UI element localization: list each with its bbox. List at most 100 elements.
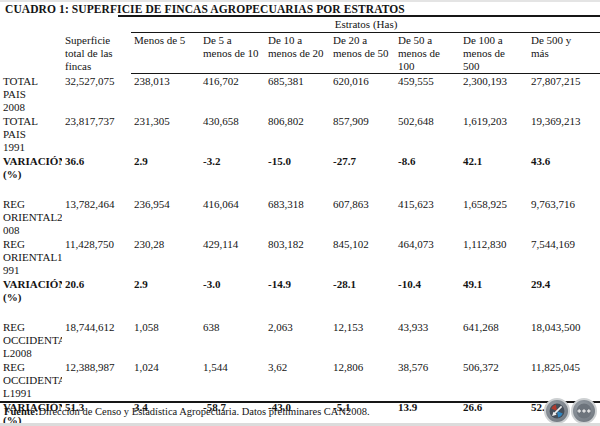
cell-value: 429,114 bbox=[200, 237, 265, 277]
cell-value: 416,702 bbox=[200, 74, 265, 114]
cell-value: 1,658,925 bbox=[460, 197, 528, 237]
cell-value: 683,318 bbox=[265, 197, 330, 237]
corner-cell bbox=[0, 33, 62, 74]
cell-value: 1,544 bbox=[200, 360, 265, 400]
column-header: De 50 a menos de 100 bbox=[395, 33, 460, 74]
cell-value: 42.1 bbox=[460, 154, 528, 181]
cell-value: 49.1 bbox=[460, 277, 528, 304]
cell-value: 12,153 bbox=[330, 320, 395, 360]
cell-value: -8.6 bbox=[395, 154, 460, 181]
column-header: De 10 a menos de 20 bbox=[265, 33, 330, 74]
cell-value: 416,064 bbox=[200, 197, 265, 237]
cell-value: 12,806 bbox=[330, 360, 395, 400]
cell-value: 2.9 bbox=[131, 277, 200, 304]
cell-value: 43,933 bbox=[395, 320, 460, 360]
cell-value: 18,744,612 bbox=[62, 320, 131, 360]
column-header: De 100 a menos de 500 bbox=[460, 33, 528, 74]
cell-value: 32,527,075 bbox=[62, 74, 131, 114]
cell-value: 845,102 bbox=[330, 237, 395, 277]
source-note: Fuente:Dirección de Censo y Estadística … bbox=[0, 401, 600, 417]
column-header: De 5 a menos de 10 bbox=[200, 33, 265, 74]
cell-value: 502,648 bbox=[395, 114, 460, 154]
cell-value: 19,369,213 bbox=[528, 114, 600, 154]
source-label: Fuente: bbox=[4, 406, 38, 417]
compass-pointer-icon bbox=[549, 403, 565, 419]
cell-value: 238,013 bbox=[131, 74, 200, 114]
cell-value: 23,817,737 bbox=[62, 114, 131, 154]
cell-value: 430,658 bbox=[200, 114, 265, 154]
cell-value: 2,300,193 bbox=[460, 74, 528, 114]
page-top-edge bbox=[0, 0, 600, 2]
section-spacer bbox=[0, 181, 600, 197]
column-header: De 20 a menos de 50 bbox=[330, 33, 395, 74]
table-row: VARIACIÓN (%)20.62.9-3.0-14.9-28.1-10.44… bbox=[0, 277, 600, 304]
cell-value: 9,763,716 bbox=[528, 197, 600, 237]
column-header-row: Superficie total de las fincasMenos de 5… bbox=[0, 33, 600, 74]
cell-value: 7,544,169 bbox=[528, 237, 600, 277]
row-label: REG OCCIDENTA L2008 bbox=[0, 320, 62, 360]
document-page: CUADRO 1: SUPERFICIE DE FINCAS AGROPECUA… bbox=[0, 0, 600, 426]
cell-value: 1,058 bbox=[131, 320, 200, 360]
compass-pointer-button[interactable] bbox=[544, 398, 570, 424]
row-label: VARIACIÓN (%) bbox=[0, 154, 62, 181]
table-title: CUADRO 1: SUPERFICIE DE FINCAS AGROPECUA… bbox=[5, 3, 405, 15]
column-header: De 500 y más bbox=[528, 33, 600, 74]
group-header-cell: Estratos (Has) bbox=[131, 17, 600, 33]
cell-value: 641,268 bbox=[460, 320, 528, 360]
cell-value: 415,623 bbox=[395, 197, 460, 237]
section-spacer bbox=[0, 304, 600, 320]
row-label: TOTAL PAIS 1991 bbox=[0, 114, 62, 154]
row-label: REG ORIENTAL1 991 bbox=[0, 237, 62, 277]
more-options-button[interactable] bbox=[571, 398, 597, 424]
cell-value: 11,825,045 bbox=[528, 360, 600, 400]
cell-value: 459,555 bbox=[395, 74, 460, 114]
cell-value: 638 bbox=[200, 320, 265, 360]
cell-value: -28.1 bbox=[330, 277, 395, 304]
cell-value: -27.7 bbox=[330, 154, 395, 181]
table-row: REG ORIENTAL2 00813,782,464236,954416,06… bbox=[0, 197, 600, 237]
row-label: TOTAL PAIS 2008 bbox=[0, 74, 62, 114]
cell-value: 1,024 bbox=[131, 360, 200, 400]
cell-value: 18,043,500 bbox=[528, 320, 600, 360]
cell-value: 1,619,203 bbox=[460, 114, 528, 154]
source-text: Dirección de Censo y Estadística Agropec… bbox=[38, 406, 369, 417]
cell-value: -14.9 bbox=[265, 277, 330, 304]
corner-cell bbox=[0, 17, 131, 33]
cell-value: -10.4 bbox=[395, 277, 460, 304]
cell-value: 607,863 bbox=[330, 197, 395, 237]
group-header-row: Estratos (Has) bbox=[0, 17, 600, 33]
cell-value: -3.2 bbox=[200, 154, 265, 181]
table-row: REG OCCIDENTA L200818,744,6121,0586382,0… bbox=[0, 320, 600, 360]
cell-value: -3.0 bbox=[200, 277, 265, 304]
cell-value: 36.6 bbox=[62, 154, 131, 181]
column-header: Menos de 5 bbox=[131, 33, 200, 74]
cell-value: 2,063 bbox=[265, 320, 330, 360]
cell-value: 230,28 bbox=[131, 237, 200, 277]
cell-value: 506,372 bbox=[460, 360, 528, 400]
cell-value: 13,782,464 bbox=[62, 197, 131, 237]
cell-value: 1,112,830 bbox=[460, 237, 528, 277]
cell-value: 43.6 bbox=[528, 154, 600, 181]
column-header: Superficie total de las fincas bbox=[62, 33, 131, 74]
cell-value: 685,381 bbox=[265, 74, 330, 114]
cell-value: 620,016 bbox=[330, 74, 395, 114]
cell-value: 857,909 bbox=[330, 114, 395, 154]
row-label: VARIACIÓN (%) bbox=[0, 277, 62, 304]
more-options-icon bbox=[576, 403, 592, 419]
cell-value: 27,807,215 bbox=[528, 74, 600, 114]
cell-value: 2.9 bbox=[131, 154, 200, 181]
table-row: REG ORIENTAL1 99111,428,750230,28429,114… bbox=[0, 237, 600, 277]
estratos-table: Estratos (Has) Superficie total de las f… bbox=[0, 17, 600, 426]
table-row: REG OCCIDENTA L199112,388,9871,0241,5443… bbox=[0, 360, 600, 400]
cell-value: 236,954 bbox=[131, 197, 200, 237]
cell-value: 3,62 bbox=[265, 360, 330, 400]
cell-value: 11,428,750 bbox=[62, 237, 131, 277]
cell-value: 803,182 bbox=[265, 237, 330, 277]
table-body: Estratos (Has) Superficie total de las f… bbox=[0, 17, 600, 426]
row-label: REG OCCIDENTA L1991 bbox=[0, 360, 62, 400]
cell-value: 464,073 bbox=[395, 237, 460, 277]
cell-value: 20.6 bbox=[62, 277, 131, 304]
cell-value: 38,576 bbox=[395, 360, 460, 400]
cell-value: 12,388,987 bbox=[62, 360, 131, 400]
cell-value: -15.0 bbox=[265, 154, 330, 181]
